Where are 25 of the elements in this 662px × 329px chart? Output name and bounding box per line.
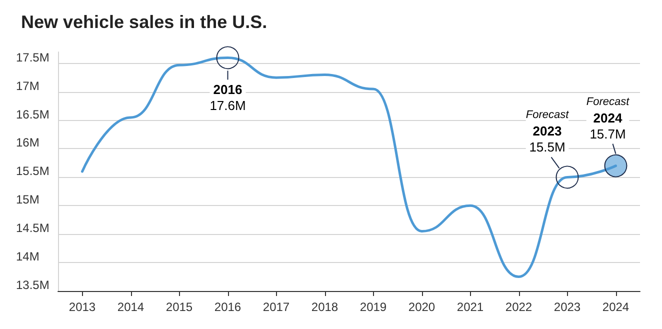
chart-title: New vehicle sales in the U.S. <box>21 12 268 32</box>
y-tick-label: 17.5M <box>16 50 50 64</box>
x-tick-label: 2018 <box>311 300 338 314</box>
x-tick-label: 2016 <box>214 300 242 314</box>
x-tick-label: 2024 <box>602 300 630 314</box>
y-tick-label: 15M <box>16 192 40 207</box>
y-tick-label: 15.5M <box>16 164 50 178</box>
x-tick-label: 2014 <box>117 300 144 314</box>
x-tick-label: 2022 <box>505 300 532 314</box>
y-tick-label: 14.5M <box>16 221 50 236</box>
y-tick-label: 14M <box>16 250 40 264</box>
x-tick-label: 2015 <box>166 300 193 314</box>
x-tick-label: 2013 <box>68 300 96 314</box>
x-tick-label: 2019 <box>360 300 387 314</box>
annotation: Forecast 2023 15.5M <box>526 109 570 155</box>
annotation: 2016 17.6M <box>210 82 246 114</box>
x-tick-label: 2023 <box>554 300 581 314</box>
x-tick-label: 2020 <box>408 300 436 314</box>
y-tick-label: 13.5M <box>16 278 50 292</box>
y-tick-label: 17M <box>16 78 40 93</box>
x-tick-label: 2021 <box>456 300 484 314</box>
y-tick-label: 16.5M <box>16 107 50 122</box>
x-tick-label: 2017 <box>262 300 290 314</box>
annotation: Forecast 2024 15.7M <box>586 96 630 142</box>
y-tick-label: 16M <box>16 136 40 150</box>
